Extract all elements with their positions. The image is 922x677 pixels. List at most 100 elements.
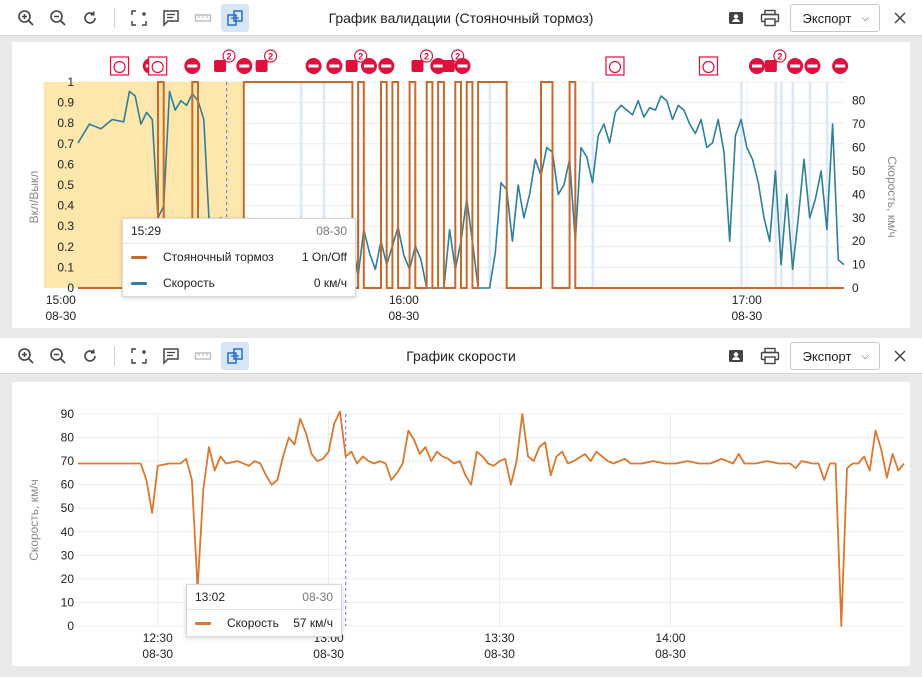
print-icon — [760, 347, 779, 365]
event-count-badge — [354, 49, 368, 63]
toolbar-divider — [114, 345, 115, 366]
fuel-event-icon — [764, 60, 777, 72]
axis-ticks: 010203040506070809012:3008-3013:0008-301… — [61, 407, 686, 661]
x-tick-label: 16:00 — [389, 293, 419, 307]
speed-tooltip: 13:02 08-30 Скорость 57 км/ч — [186, 584, 342, 637]
speed-series-line — [78, 410, 905, 627]
driver-card-button[interactable] — [722, 342, 750, 370]
x-tick-label: 15:00 — [46, 293, 76, 307]
comment-icon — [163, 347, 179, 365]
tooltip-row-speed: Скорость 0 км/ч — [123, 270, 355, 296]
event-count-badge — [419, 49, 434, 63]
export-label: Экспорт — [802, 348, 852, 364]
stop-event-bar — [790, 64, 801, 68]
fuel-event-icon — [255, 60, 268, 72]
tooltip-series-name: Скорость — [227, 616, 279, 630]
reset-icon — [84, 10, 96, 24]
sync-icon — [227, 347, 243, 364]
y-tick-label: 70 — [61, 454, 75, 468]
y2-tick-label: 10 — [852, 258, 866, 272]
x-tick-date: 08-30 — [313, 647, 344, 661]
reset-zoom-button[interactable] — [76, 342, 104, 370]
stop-event-bar — [239, 64, 250, 68]
sync-icon — [227, 9, 243, 26]
ruler-button[interactable] — [189, 4, 217, 32]
y-tick-label: 30 — [61, 548, 75, 562]
stop-event-bar — [835, 64, 846, 68]
print-icon — [760, 9, 779, 27]
export-dropdown[interactable]: Экспорт ⌵ — [789, 4, 880, 32]
y-tick-label: 0.9 — [57, 96, 74, 110]
x-tick-date: 08-30 — [731, 309, 762, 323]
print-button[interactable] — [756, 342, 784, 370]
zoom-out-button[interactable] — [44, 4, 72, 32]
thin-band — [780, 82, 783, 288]
thin-band — [299, 82, 303, 288]
fuel-event-icon — [411, 60, 424, 72]
print-button[interactable] — [756, 4, 784, 32]
y-tick-label: 80 — [61, 431, 75, 445]
y-tick-label: 0 — [67, 619, 74, 633]
stop-event-bar — [381, 64, 392, 68]
y-tick-label: 0.1 — [57, 260, 74, 274]
y-axis-left-label: Вкл/Выкл — [27, 171, 41, 224]
stop-event-bar — [752, 64, 762, 68]
sync-charts-button[interactable] — [221, 3, 249, 32]
y2-tick-label: 70 — [852, 117, 866, 131]
zoom-in-button[interactable] — [12, 342, 40, 370]
event-count-label: 2 — [227, 52, 232, 62]
tooltip-date: 08-30 — [316, 224, 347, 238]
thin-band — [591, 82, 594, 288]
validation-toolbar: График валидации (Стояночный тормоз) Экс… — [0, 0, 922, 36]
reset-zoom-button[interactable] — [76, 4, 104, 32]
ruler-button[interactable] — [189, 342, 217, 370]
toolbar-divider — [114, 7, 115, 28]
stop-event-bar — [457, 64, 468, 68]
y-tick-label: 0.5 — [57, 178, 74, 192]
event-count-label: 2 — [455, 52, 460, 62]
event-count-label: 2 — [424, 52, 429, 62]
event-count-label: 2 — [358, 52, 363, 62]
crop-select-icon — [131, 347, 147, 364]
comment-button[interactable] — [157, 4, 185, 32]
zoom-out-button[interactable] — [44, 342, 72, 370]
tooltip-row-speed: Скорость 57 км/ч — [187, 610, 341, 636]
parking-brake-swatch — [131, 255, 147, 259]
y2-tick-label: 20 — [852, 234, 866, 248]
tooltip-series-value: 0 км/ч — [313, 276, 347, 290]
y-tick-label: 0 — [67, 281, 74, 295]
parking-brake-series-line — [78, 81, 844, 289]
ruler-icon — [194, 351, 212, 360]
driver-card-icon — [728, 12, 743, 24]
stop-event-bar — [433, 64, 444, 68]
speed-chart-area: Скорость, км/ч 0 10 20 30 40 50 60 70 80 90 12:30 0… — [12, 382, 910, 666]
zoom-out-icon — [50, 9, 66, 26]
x-tick-date: 08-30 — [655, 647, 686, 661]
thin-band — [791, 82, 795, 288]
close-chart-button[interactable] — [886, 4, 914, 32]
speed-chart[interactable]: Скорость, км/ч 0 10 20 30 40 50 60 70 80 90 12:30 0… — [12, 382, 910, 666]
speed-toolbar: График скорости Экспорт ⌵ — [0, 338, 922, 374]
fuel-event-icon — [442, 60, 455, 72]
y-tick-label: 0.8 — [57, 116, 74, 130]
tooltip-time: 15:29 — [131, 224, 162, 238]
x-tick-label: 17:00 — [732, 293, 762, 307]
y-tick-label: 60 — [61, 478, 75, 492]
sync-charts-button[interactable] — [221, 341, 249, 370]
y-tick-label: 0.3 — [57, 219, 74, 233]
y2-tick-label: 60 — [852, 141, 866, 155]
speed-event-dial — [151, 60, 164, 74]
export-dropdown[interactable]: Экспорт ⌵ — [789, 342, 880, 370]
zoom-in-button[interactable] — [12, 4, 40, 32]
validation-chart-area: Вкл/Выкл Скорость, км/ч 0 0.1 0.2 0.3 0.4 0.5… — [12, 42, 910, 328]
tooltip-series-name: Скорость — [163, 276, 215, 290]
stop-event-bar — [308, 64, 319, 68]
close-chart-button[interactable] — [886, 342, 914, 370]
select-area-button[interactable] — [125, 342, 153, 370]
y-tick-label: 50 — [61, 501, 75, 515]
validation-chart[interactable]: Вкл/Выкл Скорость, км/ч 0 0.1 0.2 0.3 0.4 0.5… — [12, 42, 910, 328]
comment-button[interactable] — [157, 342, 185, 370]
select-area-button[interactable] — [125, 4, 153, 32]
driver-card-button[interactable] — [722, 4, 750, 32]
fuel-event-icon — [214, 60, 227, 72]
